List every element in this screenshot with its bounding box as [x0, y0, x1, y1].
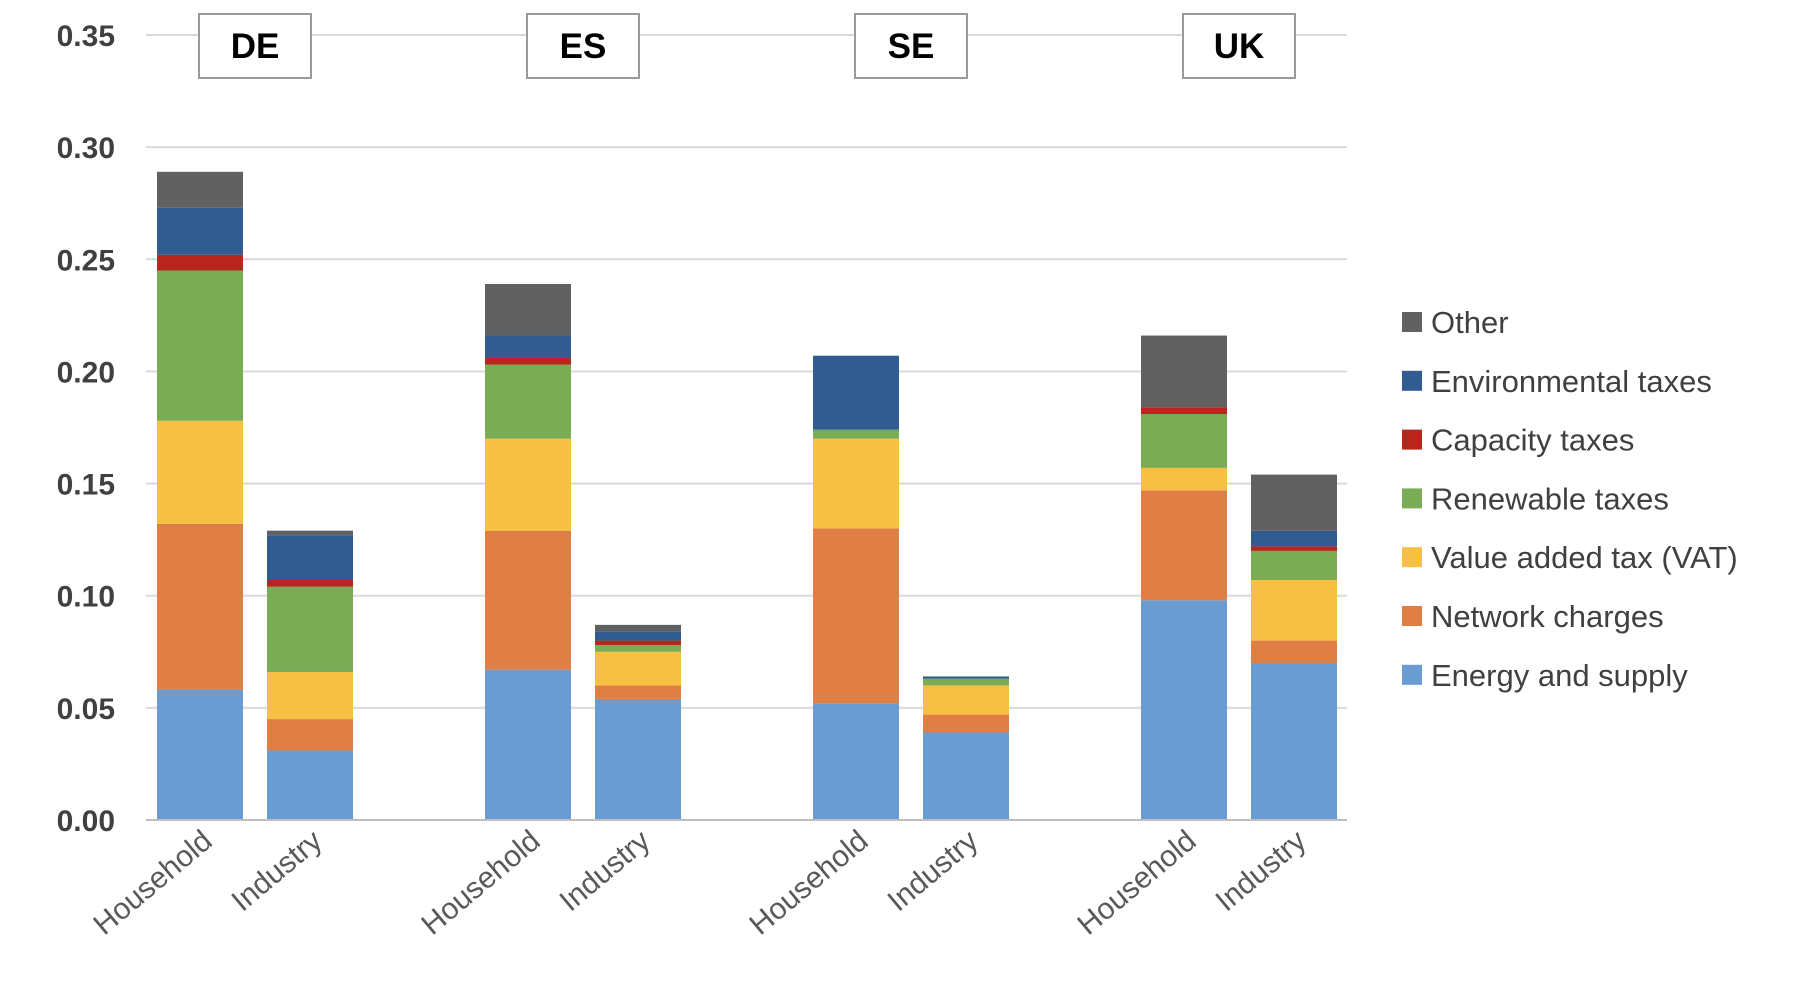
bar-segment-es-household-s4 — [485, 357, 571, 365]
x-tick-label: Industry — [226, 824, 329, 918]
bar-segment-uk-household-s3 — [1141, 414, 1227, 468]
bar-segment-se-industry-s3 — [923, 678, 1009, 686]
legend-label: Value added tax (VAT) — [1431, 540, 1738, 575]
legend-swatch — [1402, 547, 1422, 568]
x-tick-label: Industry — [882, 824, 985, 918]
legend-label: Network charges — [1431, 599, 1664, 634]
bar-segment-uk-household-s1 — [1141, 490, 1227, 601]
bar-segment-se-industry-s2 — [923, 685, 1009, 715]
bar-segment-se-industry-s0 — [923, 732, 1009, 820]
y-tick-label: 0.10 — [57, 581, 115, 614]
group-label: SE — [888, 27, 935, 66]
bar-segment-uk-household-s2 — [1141, 467, 1227, 491]
y-tick-label: 0.25 — [57, 244, 115, 277]
bar-segment-uk-household-s4 — [1141, 407, 1227, 415]
bar-segment-de-industry-s2 — [267, 671, 353, 720]
bar-segment-se-industry-s5 — [923, 676, 1009, 679]
country-group-labels: DE ES SE UK — [198, 13, 1296, 79]
y-tick-label: 0.00 — [57, 805, 115, 838]
legend-label: Environmental taxes — [1431, 364, 1712, 399]
bar-segment-es-industry-s5 — [595, 631, 681, 641]
bars — [157, 171, 1337, 820]
bar-segment-se-household-s0 — [813, 703, 899, 820]
bar-segment-de-household-s2 — [157, 420, 243, 524]
bar-segment-uk-industry-s1 — [1251, 640, 1337, 663]
bar-segment-uk-industry-s2 — [1251, 580, 1337, 641]
y-tick-label: 0.20 — [57, 356, 115, 389]
bar-segment-uk-industry-s5 — [1251, 530, 1337, 547]
bar-segment-es-household-s1 — [485, 530, 571, 670]
legend-swatch — [1402, 429, 1422, 450]
bar-segment-de-household-s5 — [157, 207, 243, 255]
bar-segment-de-household-s4 — [157, 254, 243, 271]
bar-segment-es-household-s3 — [485, 364, 571, 439]
bar-segment-de-industry-s6 — [267, 530, 353, 536]
bar-segment-es-industry-s1 — [595, 685, 681, 699]
bar-segment-uk-industry-s0 — [1251, 663, 1337, 820]
bar-segment-uk-industry-s4 — [1251, 546, 1337, 551]
bar-segment-uk-industry-s3 — [1251, 550, 1337, 581]
bar-segment-es-household-s2 — [485, 438, 571, 531]
bar-segment-es-industry-s4 — [595, 640, 681, 646]
y-tick-label: 0.15 — [57, 469, 115, 502]
legend-swatch — [1402, 488, 1422, 509]
bar-segment-se-industry-s1 — [923, 714, 1009, 733]
y-tick-label: 0.05 — [57, 693, 115, 726]
bar-segment-es-industry-s6 — [595, 624, 681, 632]
group-label: UK — [1214, 27, 1265, 66]
group-label-box — [1182, 13, 1296, 79]
y-tick-label: 0.35 — [57, 20, 115, 53]
legend-swatch — [1402, 606, 1422, 626]
bar-segment-se-household-s5 — [813, 355, 899, 430]
group-label: ES — [560, 27, 607, 66]
bar-segment-de-household-s1 — [157, 523, 243, 690]
legend-label: Renewable taxes — [1431, 481, 1669, 516]
bar-segment-de-industry-s0 — [267, 750, 353, 820]
bar-segment-es-household-s5 — [485, 335, 571, 358]
bar-segment-es-industry-s2 — [595, 651, 681, 686]
bar-segment-es-household-s6 — [485, 283, 571, 336]
legend-label: Energy and supply — [1431, 658, 1688, 693]
group-label-box — [198, 13, 312, 79]
y-tick-label: 0.30 — [57, 132, 115, 165]
bar-segment-uk-industry-s6 — [1251, 474, 1337, 531]
x-tick-label: Household — [743, 824, 874, 941]
x-tick-label: Industry — [1210, 824, 1313, 918]
group-label-box — [526, 13, 640, 79]
bar-segment-se-household-s3 — [813, 429, 899, 439]
legend-label: Other — [1431, 305, 1509, 340]
group-label: DE — [231, 27, 280, 66]
bar-segment-es-industry-s3 — [595, 645, 681, 652]
group-label-box — [854, 13, 968, 79]
legend: Other Environmental taxes Capacity taxes Re… — [1402, 305, 1738, 693]
bar-segment-de-household-s3 — [157, 270, 243, 421]
bar-segment-es-household-s0 — [485, 669, 571, 820]
x-tick-label: Household — [87, 824, 218, 941]
x-tick-label: Household — [1071, 824, 1202, 941]
x-axis-tick-labels: Household Industry Household Industry Househ… — [87, 824, 1312, 941]
bar-segment-de-industry-s3 — [267, 586, 353, 672]
bar-segment-uk-household-s0 — [1141, 600, 1227, 820]
bar-segment-de-household-s0 — [157, 689, 243, 820]
bar-segment-es-industry-s0 — [595, 698, 681, 820]
legend-label: Capacity taxes — [1431, 423, 1634, 458]
bar-segment-de-industry-s4 — [267, 580, 353, 587]
bar-segment-se-household-s1 — [813, 528, 899, 704]
legend-swatch — [1402, 370, 1422, 391]
x-tick-label: Household — [415, 824, 546, 941]
x-tick-label: Industry — [554, 824, 657, 918]
bar-segment-de-household-s6 — [157, 171, 243, 208]
y-axis-tick-labels: 0.00 0.05 0.10 0.15 0.20 0.25 0.30 0.35 — [57, 20, 115, 838]
bar-segment-uk-household-s6 — [1141, 335, 1227, 408]
bar-segment-de-industry-s5 — [267, 535, 353, 581]
legend-swatch — [1402, 664, 1422, 685]
bar-segment-de-industry-s1 — [267, 719, 353, 751]
legend-swatch — [1402, 312, 1422, 332]
bar-segment-se-household-s2 — [813, 438, 899, 529]
